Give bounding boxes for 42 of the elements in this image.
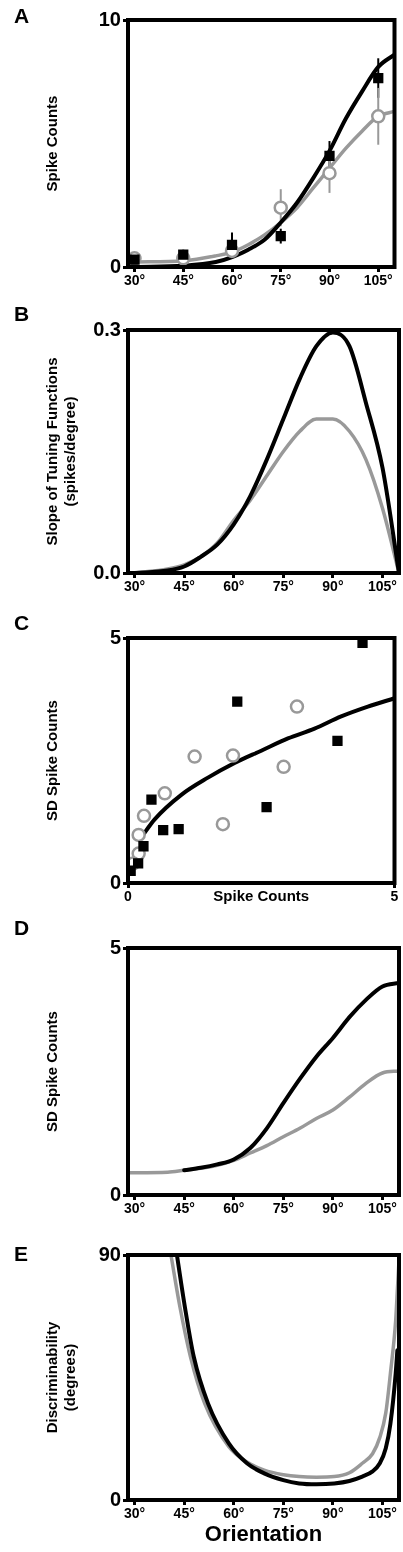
x-tick-label: 45° <box>173 1200 195 1217</box>
x-tick-label: 60° <box>221 272 243 289</box>
x-tick-label: 30° <box>124 578 146 595</box>
x-tick-label: 75° <box>272 1200 294 1217</box>
x-tick-label: 60° <box>223 578 245 595</box>
x-tick-label: 90° <box>322 1200 344 1217</box>
x-axis-title: Spike Counts <box>213 887 310 905</box>
y-axis-title: SD Spike Counts <box>43 700 61 821</box>
chart-title: C <box>14 611 30 635</box>
x-tick-label: 30° <box>123 272 146 289</box>
y-axis-title: SD Spike Counts <box>43 1011 61 1132</box>
chart-title: D <box>14 916 30 940</box>
y-tick-label: 5 <box>109 935 121 958</box>
x-tick-label: 30° <box>124 1200 146 1217</box>
y-tick-label: 10 <box>98 7 121 30</box>
x-tick-label: 45° <box>172 272 194 289</box>
x-tick-label: 60° <box>223 1505 245 1522</box>
y-tick-label: 90 <box>98 1242 121 1265</box>
x-tick-label: 45° <box>173 1505 195 1522</box>
chart-title: E <box>14 1242 29 1266</box>
x-tick-label: 90° <box>318 272 341 289</box>
chart-title: B <box>14 302 30 326</box>
y-tick-label: 0.3 <box>93 317 121 340</box>
y-axis-title: Slope of Tuning Functions (spikes/degree) <box>43 357 79 546</box>
x-tick-label: 90° <box>322 1505 344 1522</box>
x-axis-title: Orientation <box>204 1520 323 1546</box>
y-axis-title: Spike Counts <box>43 95 61 192</box>
x-tick-label: 60° <box>223 1200 245 1217</box>
chart-title: A <box>14 4 30 28</box>
x-tick-label: 45° <box>173 578 195 595</box>
x-tick-label: 105° <box>367 1200 397 1217</box>
y-axis-title: Discriminability (degrees) <box>43 1320 79 1434</box>
x-tick-label: 75° <box>272 578 294 595</box>
x-tick-label: 75° <box>270 272 292 289</box>
x-tick-label: 105° <box>363 272 393 289</box>
x-tick-label: 105° <box>367 578 397 595</box>
x-tick-label: 105° <box>367 1505 397 1522</box>
y-tick-label: 0.0 <box>93 560 121 583</box>
x-tick-label: 30° <box>124 1505 146 1522</box>
x-tick-label: 75° <box>272 1505 294 1522</box>
x-tick-label: 90° <box>322 578 344 595</box>
y-tick-label: 5 <box>109 625 121 648</box>
